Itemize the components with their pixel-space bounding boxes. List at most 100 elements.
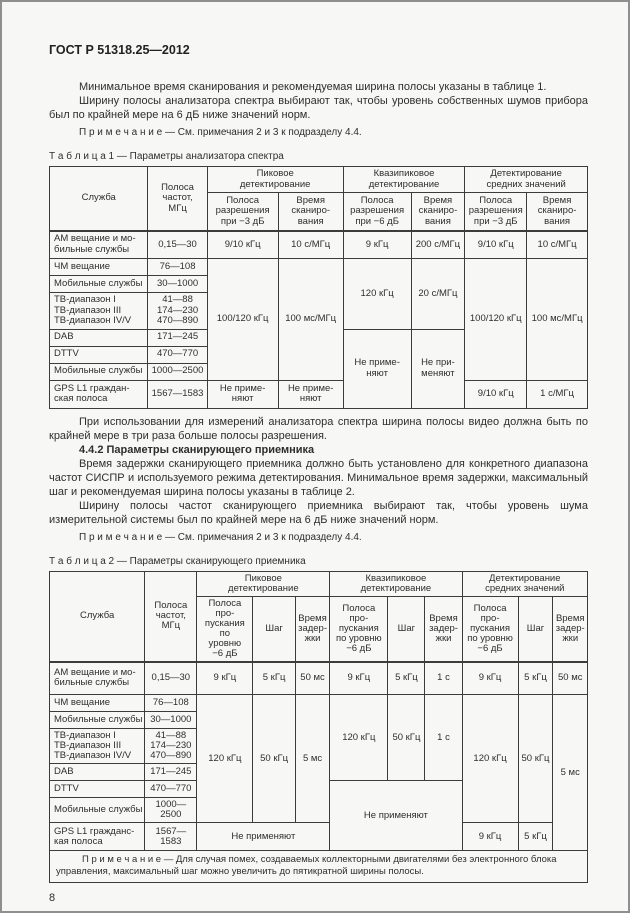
table1-caption: Т а б л и ц а 1 — Параметры анализатора … bbox=[49, 151, 284, 162]
table-row: ЧМ вещание 76—108 120 кГц 50 кГц 5 мс 12… bbox=[48, 694, 588, 851]
table-cell: 1567—1583 bbox=[147, 379, 208, 409]
paragraph-video-bandwidth: При использовании для измерений анализат… bbox=[49, 415, 588, 442]
header-cell-step: Шаг bbox=[387, 595, 426, 663]
header-cell-band: Полоса частот, МГц bbox=[147, 166, 208, 232]
table-row: Мобильные службы 30—1000 bbox=[48, 275, 588, 293]
table-cell: 1 с bbox=[424, 661, 463, 695]
table-cell: 41—88 174—230 470—890 bbox=[144, 728, 198, 764]
table-cell: 30—1000 bbox=[144, 711, 198, 729]
table-cell: 1000—2500 bbox=[147, 362, 208, 381]
header-cell-step: Шаг bbox=[252, 595, 296, 663]
table-cell: 76—108 bbox=[147, 258, 208, 276]
header-cell-passband-6db: Полоса про- пускания по уровню −6 дБ bbox=[329, 595, 389, 663]
paragraph-receiver-bandwidth: Ширину полосы частот сканирующего приемн… bbox=[49, 499, 588, 526]
table2-footnote: П р и м е ч а н и е — Для случая помех, … bbox=[49, 850, 588, 883]
table-cell: 9 кГц bbox=[461, 661, 519, 695]
table-cell: 10 с/МГц bbox=[526, 230, 588, 259]
table-cell: 9 кГц bbox=[461, 822, 519, 851]
table-cell: 50 кГц bbox=[387, 694, 426, 781]
table-cell: 9 кГц bbox=[342, 230, 412, 259]
table-cell: 171—245 bbox=[147, 328, 208, 347]
note-see-44: П р и м е ч а н и е — См. примечания 2 и… bbox=[79, 127, 362, 138]
table-cell: 1 с bbox=[424, 694, 463, 781]
table-row: Мобильные службы 1000—2500 bbox=[48, 362, 588, 381]
table-cell: Не приме- няют bbox=[342, 328, 412, 409]
table-cell: Мобильные службы bbox=[48, 362, 149, 381]
table-cell: 41—88 174—230 470—890 bbox=[147, 292, 208, 330]
header-cell-delay-time: Время задер- жки bbox=[552, 595, 588, 663]
table-cell: 5 кГц bbox=[517, 661, 554, 695]
header-cell-peak-detection: Пиковое детектирование bbox=[206, 166, 344, 193]
table-cell: 120 кГц bbox=[461, 694, 519, 823]
header-cell-passband-6db: Полоса про- пускания по уровню −6 дБ bbox=[196, 595, 254, 663]
table-cell: 1000—2500 bbox=[144, 797, 198, 823]
table-cell: DTTV bbox=[48, 780, 146, 798]
table-cell: 200 с/МГц bbox=[410, 230, 466, 259]
table-cell: Не приме- няют bbox=[277, 379, 344, 409]
paragraph-analyzer-bandwidth: Ширину полосы анализатора спектра выбира… bbox=[49, 95, 588, 121]
table-cell: 50 мс bbox=[294, 661, 331, 695]
table-cell: DTTV bbox=[48, 345, 149, 364]
table-cell: 9 кГц bbox=[329, 661, 389, 695]
table-row: GPS L1 граждан- ская полоса 1567—1583 Не… bbox=[48, 379, 588, 409]
table-cell: 1 с/МГц bbox=[526, 379, 588, 409]
table-row: АМ вещание и мо- бильные службы 0,15—30 … bbox=[48, 230, 588, 259]
table-row: DTTV 470—770 bbox=[48, 345, 588, 364]
header-cell-res-bw-3db: Полоса разрешения при −3 дБ bbox=[464, 192, 528, 232]
header-cell-quasi-peak-detection: Квазипиковое детектирование bbox=[342, 166, 466, 193]
table-cell: 20 с/МГц bbox=[410, 258, 466, 330]
section-heading-442: 4.4.2 Параметры сканирующего приемника bbox=[79, 443, 315, 456]
table-row: Мобильные службы 30—1000 bbox=[48, 711, 588, 729]
header-cell-delay-time: Время задер- жки bbox=[424, 595, 463, 663]
table-cell: ТВ-диапазон I ТВ-диапазон III ТВ-диапазо… bbox=[48, 728, 146, 764]
header-cell-passband-6db: Полоса про- пускания по уровню −6 дБ bbox=[461, 595, 519, 663]
header-cell-delay-time: Время задер- жки bbox=[294, 595, 331, 663]
table-row: ТВ-диапазон I ТВ-диапазон III ТВ-диапазо… bbox=[48, 292, 588, 330]
table-cell: 470—770 bbox=[147, 345, 208, 364]
table-cell: DAB bbox=[48, 328, 149, 347]
table-cell: Мобильные службы bbox=[48, 275, 149, 293]
table-row: ЧМ вещание 76—108 100/120 кГц 100 мс/МГц… bbox=[48, 258, 588, 381]
table2-caption: Т а б л и ц а 2 — Параметры сканирующего… bbox=[49, 555, 306, 567]
table-cell: 100 мс/МГц bbox=[526, 258, 588, 381]
header-cell-quasi-peak-detection: Квазипиковое детектирование bbox=[329, 570, 463, 597]
table-row: Полоса про- пускания по уровню −6 дБ Шаг… bbox=[50, 595, 588, 663]
table-cell: 76—108 bbox=[144, 694, 198, 712]
table-cell: 100/120 кГц bbox=[206, 258, 279, 381]
header-cell-average-detection: Детектирование средних значений bbox=[464, 166, 588, 193]
table-row: Полоса разрешения при −3 дБ Время сканир… bbox=[50, 192, 588, 232]
table-row: DAB 171—245 Не приме- няют Не при- меняю… bbox=[48, 328, 588, 409]
table-row: Мобильные службы 1000—2500 bbox=[48, 797, 588, 823]
table-cell: ТВ-диапазон I ТВ-диапазон III ТВ-диапазо… bbox=[48, 292, 149, 330]
table-cell: 1567—1583 bbox=[144, 822, 198, 851]
table-cell: 470—770 bbox=[144, 780, 198, 798]
table-spectrum-analyzer-parameters: Служба Полоса частот, МГц Пиковое детект… bbox=[48, 166, 588, 409]
header-cell-scan-time: Время сканиро- вания bbox=[410, 192, 466, 232]
header-cell-average-detection: Детектирование средних значений bbox=[461, 570, 589, 597]
table-cell: 5 мс bbox=[552, 694, 588, 851]
table-cell: 30—1000 bbox=[147, 275, 208, 293]
table-cell: 5 кГц bbox=[252, 661, 296, 695]
paragraph-min-scan-time: Минимальное время сканирования и рекомен… bbox=[79, 81, 547, 93]
table-cell: 9/10 кГц bbox=[464, 230, 528, 259]
table-row: Служба Полоса частот, МГц Пиковое детект… bbox=[48, 166, 588, 232]
table-cell: 100 мс/МГц bbox=[277, 258, 344, 381]
page-number: 8 bbox=[49, 892, 56, 904]
table-row: АМ вещание и мо- бильные службы 0,15—30 … bbox=[48, 661, 588, 695]
table-row: Служба Полоса частот, МГц Пиковое детект… bbox=[48, 570, 589, 663]
header-cell-service: Служба bbox=[48, 570, 146, 663]
table-cell: GPS L1 гражданс- кая полоса bbox=[48, 822, 146, 851]
table-cell: 0,15—30 bbox=[144, 661, 198, 695]
header-cell-scan-time: Время сканиро- вания bbox=[526, 192, 588, 232]
table-cell: 0,15—30 bbox=[147, 230, 208, 259]
paragraph-dwell-time: Время задержки сканирующего приемника до… bbox=[49, 457, 588, 498]
table-scanning-receiver-parameters: Служба Полоса частот, МГц Пиковое детект… bbox=[48, 570, 589, 883]
table-cell: Мобильные службы bbox=[48, 711, 146, 729]
table-cell: 120 кГц bbox=[342, 258, 412, 330]
table-cell: ЧМ вещание bbox=[48, 694, 146, 712]
table-cell: 5 кГц bbox=[387, 661, 426, 695]
header-cell-band: Полоса частот, МГц bbox=[144, 570, 198, 663]
table-cell: ЧМ вещание bbox=[48, 258, 149, 276]
table-cell: 10 с/МГц bbox=[277, 230, 344, 259]
